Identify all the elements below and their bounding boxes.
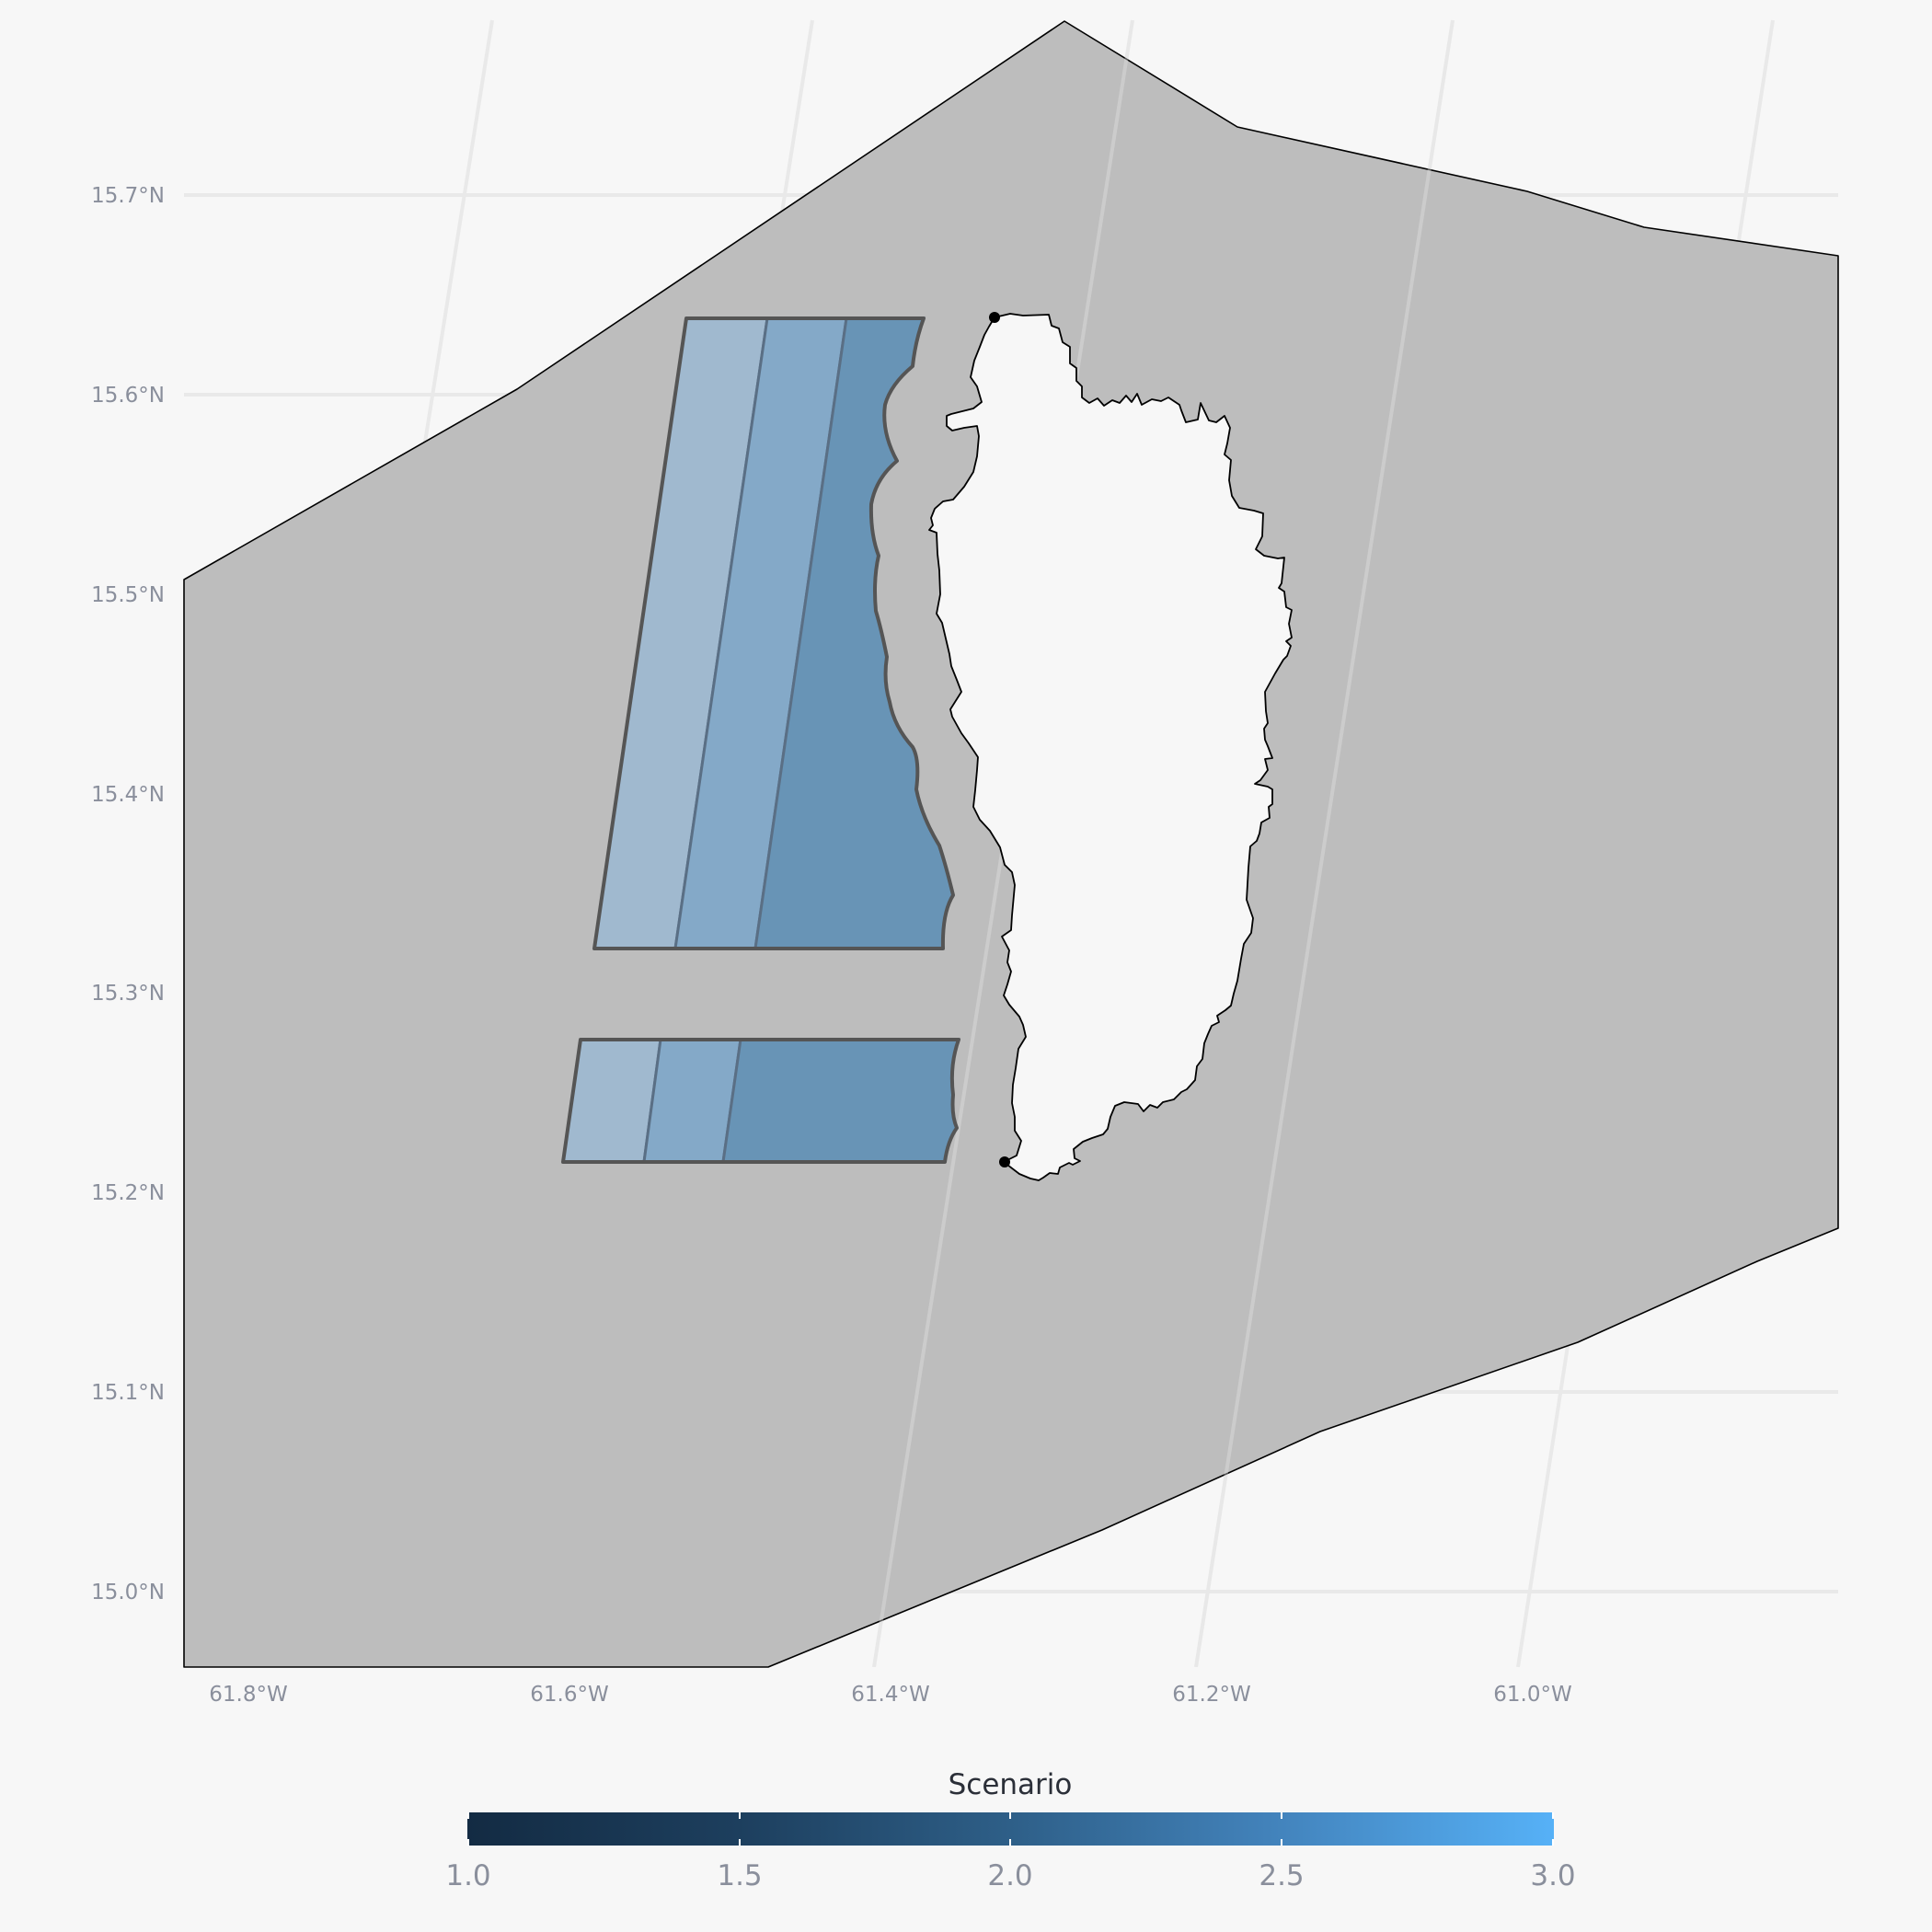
y-tick-label: 15.5°N [91, 583, 165, 607]
x-tick-label: 61.4°W [851, 1683, 929, 1707]
legend-tick-marks [467, 1812, 1554, 1846]
y-tick-label: 15.1°N [91, 1381, 165, 1405]
y-axis-labels: 15.7°N 15.6°N 15.5°N 15.4°N 15.3°N 15.2°… [91, 184, 165, 1604]
legend-tick-label: 3.0 [1530, 1859, 1575, 1892]
north-point-marker [989, 312, 1000, 323]
x-axis-labels: 61.8°W 61.6°W 61.4°W 61.2°W 61.0°W [209, 1683, 1571, 1707]
y-tick-label: 15.3°N [91, 982, 165, 1006]
legend: Scenario 1.0 1.5 2.0 2.5 3.0 [445, 1768, 1575, 1892]
legend-title: Scenario [949, 1768, 1073, 1801]
legend-tick-label: 2.5 [1259, 1859, 1304, 1892]
y-tick-label: 15.2°N [91, 1181, 165, 1205]
y-tick-label: 15.7°N [91, 184, 165, 208]
x-tick-label: 61.2°W [1172, 1683, 1250, 1707]
legend-tick-label: 1.0 [445, 1859, 490, 1892]
x-tick-label: 61.6°W [530, 1683, 608, 1707]
south-zone-band-3 [721, 1038, 961, 1164]
north-zone-outline [592, 316, 955, 950]
y-tick-label: 15.4°N [91, 783, 165, 807]
x-tick-label: 61.0°W [1493, 1683, 1571, 1707]
y-tick-label: 15.0°N [91, 1581, 165, 1604]
south-zone-outline [561, 1038, 960, 1164]
x-tick-label: 61.8°W [209, 1683, 287, 1707]
north-zone [592, 316, 955, 950]
legend-tick-label: 2.0 [987, 1859, 1032, 1892]
island-outline [928, 313, 1293, 1181]
south-zone [561, 1038, 961, 1164]
meridian-overlay-2 [1194, 19, 1455, 1667]
y-tick-label: 15.6°N [91, 384, 165, 408]
south-point-marker [999, 1156, 1010, 1167]
legend-tick-label: 1.5 [717, 1859, 762, 1892]
